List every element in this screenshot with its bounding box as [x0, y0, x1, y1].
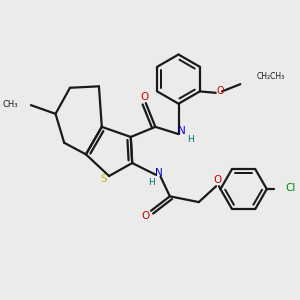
Text: N: N [178, 126, 186, 136]
Text: S: S [100, 174, 107, 184]
Text: O: O [214, 175, 222, 185]
Text: N: N [155, 168, 163, 178]
Text: O: O [140, 92, 148, 102]
Text: H: H [148, 178, 154, 187]
Text: O: O [142, 211, 150, 221]
Text: CH₂CH₃: CH₂CH₃ [256, 72, 284, 81]
Text: Cl: Cl [285, 184, 296, 194]
Text: O: O [216, 85, 224, 95]
Text: H: H [187, 135, 194, 144]
Text: CH₃: CH₃ [2, 100, 18, 109]
